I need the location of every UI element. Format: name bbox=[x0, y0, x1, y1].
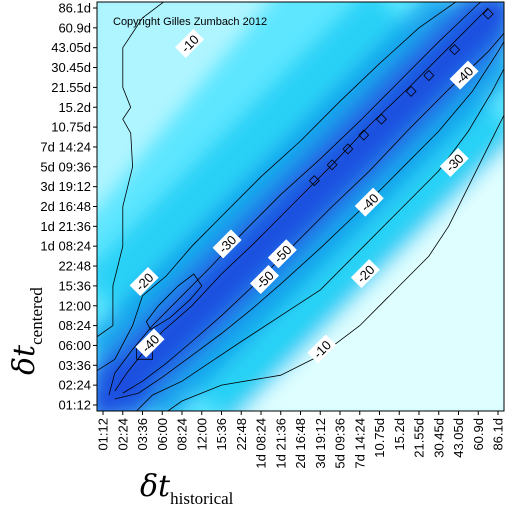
y-tick-label: 7d 14:24 bbox=[40, 139, 91, 154]
contour-line bbox=[97, 2, 457, 372]
contour-line bbox=[145, 273, 203, 330]
contour-label-bg bbox=[350, 259, 380, 289]
y-tick-label: 1d 21:36 bbox=[40, 219, 91, 234]
y-tick-label: 21.55d bbox=[51, 80, 91, 95]
y-axis-subscript: centered bbox=[27, 287, 46, 345]
heatmap-intensity bbox=[97, 2, 504, 411]
x-tick-label: 21.55d bbox=[412, 418, 427, 458]
y-tick-label: 08:24 bbox=[58, 318, 91, 333]
y-tick-label: 60.9d bbox=[58, 20, 91, 35]
y-tick-label: 15:36 bbox=[58, 278, 91, 293]
contour-label-bg bbox=[307, 334, 337, 364]
y-tick-label: 12:00 bbox=[58, 298, 91, 313]
contour-line bbox=[376, 113, 387, 125]
y-tick-label: 03:36 bbox=[58, 358, 91, 373]
y-tick-label: 15.2d bbox=[58, 100, 91, 115]
y-tick-label: 1d 08:24 bbox=[40, 239, 91, 254]
y-tick-label: 43.05d bbox=[51, 40, 91, 55]
contour-line bbox=[114, 40, 504, 400]
contour-label-bg bbox=[129, 267, 159, 297]
contour-line bbox=[342, 143, 354, 155]
y-tick-label: 01:12 bbox=[58, 398, 91, 413]
heatmap-band bbox=[97, 2, 504, 411]
contour-line bbox=[97, 2, 165, 338]
x-tick-label: 06:00 bbox=[155, 418, 170, 451]
x-tick-label: 02:24 bbox=[115, 418, 130, 451]
contour-label-bg bbox=[135, 328, 165, 358]
y-axis-ticks: 01:12 02:24 03:36 06:00 08:24 12:00 15:36 22:48… bbox=[40, 1, 97, 413]
contour-line bbox=[482, 8, 494, 20]
x-tick-label: 22:48 bbox=[234, 418, 249, 451]
copyright-text: Copyright Gilles Zumbach 2012 bbox=[113, 16, 267, 28]
x-tick-label: 03:36 bbox=[135, 418, 150, 451]
contour-line bbox=[167, 114, 504, 411]
y-tick-label: 22:48 bbox=[58, 259, 91, 274]
x-tick-label: 43.05d bbox=[451, 418, 466, 458]
contour-line bbox=[135, 67, 504, 411]
contour-line bbox=[449, 44, 461, 56]
contour-labels: -20-10-40-30-40-30-50-50-20-20-40-10 bbox=[129, 28, 479, 364]
x-tick-label: 15:36 bbox=[214, 418, 229, 451]
contour-label-bg bbox=[267, 239, 297, 269]
y-axis-label: δtcentered bbox=[7, 287, 46, 375]
x-tick-label: 1d 21:36 bbox=[273, 418, 288, 469]
x-tick-label: 60.9d bbox=[471, 418, 486, 451]
contour-label-bg bbox=[250, 265, 280, 295]
x-tick-label: 5d 09:36 bbox=[333, 418, 348, 469]
contour-label-bg bbox=[354, 187, 384, 217]
y-tick-label: 10.75d bbox=[51, 120, 91, 135]
x-tick-label: 3d 19:12 bbox=[313, 418, 328, 469]
contour-line bbox=[423, 69, 435, 82]
y-tick-label: 3d 19:12 bbox=[40, 179, 91, 194]
contour-label-bg bbox=[175, 28, 205, 58]
x-tick-label: 2d 16:48 bbox=[293, 418, 308, 469]
heatmap-region bbox=[97, 2, 270, 210]
x-tick-label: 01:12 bbox=[96, 418, 111, 451]
y-tick-label: 06:00 bbox=[58, 338, 91, 353]
contour-line bbox=[358, 129, 370, 141]
y-tick-label: 5d 09:36 bbox=[40, 159, 91, 174]
x-tick-label: 15.2d bbox=[392, 418, 407, 451]
contour-label-bg bbox=[439, 147, 469, 177]
contour-line bbox=[108, 2, 482, 396]
contour-line bbox=[405, 85, 417, 97]
x-axis-label: δthistorical bbox=[140, 469, 234, 508]
x-tick-label: 7d 14:24 bbox=[352, 418, 367, 469]
y-tick-label: 30.45d bbox=[51, 60, 91, 75]
x-axis-ticks: 01:12 02:24 03:36 06:00 08:24 12:00 15:36 22:48… bbox=[96, 411, 506, 469]
contour-label-bg bbox=[449, 60, 479, 90]
heatmap-color-field bbox=[97, 2, 504, 411]
x-tick-label: 1d 08:24 bbox=[254, 418, 269, 469]
x-tick-label: 86.1d bbox=[491, 418, 506, 451]
x-tick-label: 10.75d bbox=[372, 418, 387, 458]
y-tick-label: 02:24 bbox=[58, 378, 91, 393]
y-axis-symbol: δt bbox=[7, 344, 42, 375]
y-tick-label: 2d 16:48 bbox=[40, 199, 91, 214]
x-tick-label: 12:00 bbox=[194, 418, 209, 451]
x-axis-subscript: historical bbox=[170, 489, 234, 508]
contour-label-bg bbox=[212, 229, 242, 259]
x-tick-label: 08:24 bbox=[175, 418, 190, 451]
contour-line bbox=[326, 159, 338, 171]
x-axis-symbol: δt bbox=[140, 469, 171, 504]
y-tick-label: 86.1d bbox=[58, 1, 91, 16]
contour-line bbox=[309, 175, 320, 187]
x-tick-label: 30.45d bbox=[431, 418, 446, 458]
